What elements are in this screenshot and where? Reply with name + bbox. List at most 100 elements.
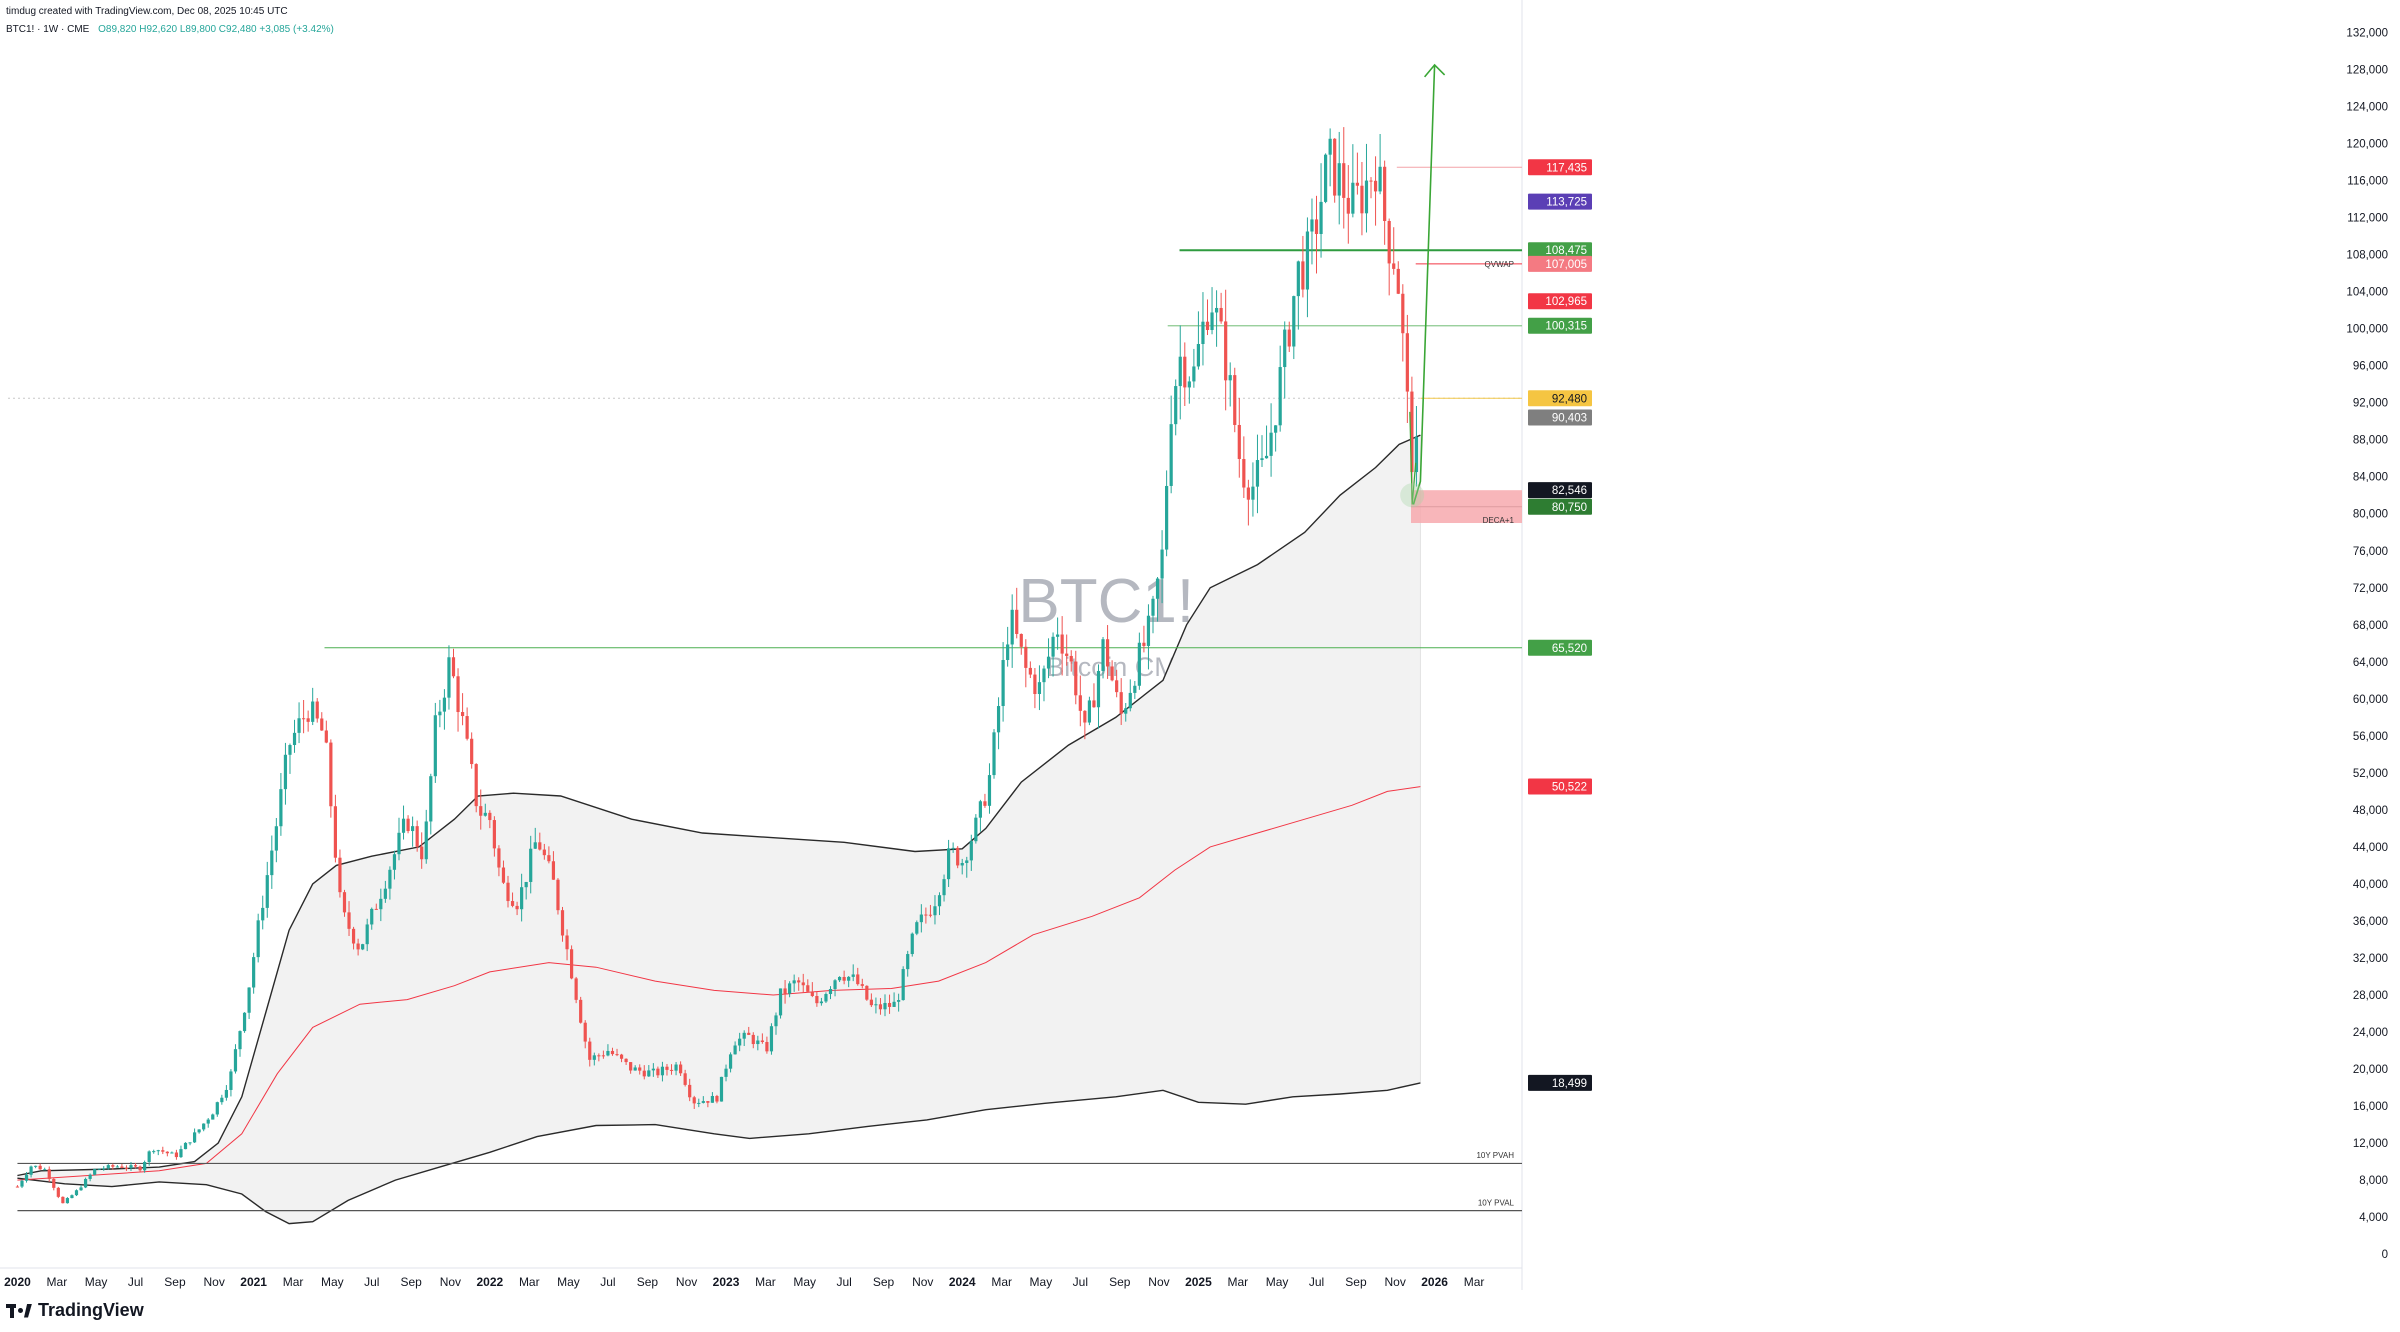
candle-body	[29, 1166, 33, 1175]
candle-body	[183, 1142, 188, 1150]
y-tick-label: 24,000	[2353, 1027, 2388, 1039]
candle-body	[515, 905, 519, 910]
candle-body	[610, 1050, 615, 1055]
x-tick-label: May	[1030, 1275, 1053, 1289]
candle-body	[1065, 653, 1069, 656]
price-axis-tag-text: 117,435	[1546, 162, 1587, 174]
candle-body	[438, 711, 442, 716]
candle-body	[106, 1165, 110, 1169]
candle-body	[601, 1055, 605, 1057]
y-tick-label: 36,000	[2353, 916, 2388, 928]
x-tick-label: May	[793, 1275, 816, 1289]
x-tick-label: Mar	[47, 1275, 68, 1289]
candle-body	[665, 1066, 669, 1070]
candle-body	[969, 841, 973, 861]
level-label: QVWAP	[1485, 260, 1514, 269]
candle-body	[311, 701, 315, 722]
tradingview-logo-text: TradingView	[38, 1300, 144, 1320]
candle-body	[1060, 634, 1064, 654]
x-tick-label: May	[557, 1275, 580, 1289]
x-tick-label: Mar	[1228, 1275, 1249, 1289]
candle-body	[533, 842, 537, 849]
candle-body	[138, 1166, 142, 1171]
y-tick-label: 40,000	[2353, 879, 2388, 891]
x-tick-label: 2024	[949, 1275, 976, 1289]
candle-body	[1369, 180, 1373, 182]
price-axis-tag-bg	[1528, 193, 1592, 210]
candle-body	[887, 1002, 892, 1007]
candle-body	[1392, 263, 1396, 269]
candle-body	[397, 832, 401, 855]
candle-body	[897, 1000, 901, 1002]
candle-body	[1119, 692, 1123, 714]
candle-body	[892, 1001, 896, 1007]
candle-body	[901, 969, 905, 1001]
candle-body	[597, 1055, 601, 1057]
candle-body	[306, 718, 310, 722]
candle-body	[1214, 307, 1219, 313]
y-tick-label: 0	[2382, 1249, 2388, 1261]
candle-body	[1187, 381, 1191, 388]
candle-body	[1201, 321, 1205, 345]
candle-body	[842, 976, 846, 981]
x-tick-label: Mar	[519, 1275, 540, 1289]
candle-body	[1305, 231, 1310, 290]
candle-body	[801, 982, 805, 986]
candle-body	[1342, 163, 1346, 198]
x-tick-label: Mar	[1464, 1275, 1485, 1289]
candle-body	[383, 888, 387, 899]
candle-body	[97, 1168, 101, 1170]
level-label: 10Y PVAH	[1476, 1151, 1514, 1160]
candle-body	[1224, 321, 1228, 381]
candle-body	[133, 1165, 138, 1167]
x-tick-label: Mar	[991, 1275, 1012, 1289]
candle-body	[1410, 391, 1414, 473]
candle-body	[361, 944, 365, 950]
candle-body	[170, 1152, 174, 1154]
candle-body	[1183, 356, 1187, 388]
candle-body	[370, 908, 374, 925]
candle-body	[819, 1001, 824, 1004]
candle-body	[851, 974, 855, 977]
candle-body	[1310, 219, 1314, 232]
y-tick-label: 92,000	[2353, 398, 2388, 410]
candle-body	[1319, 201, 1323, 235]
candle-body	[547, 855, 551, 862]
candle-body	[1228, 375, 1232, 381]
candle-body	[252, 957, 256, 988]
y-tick-label: 104,000	[2346, 287, 2388, 299]
candle-body	[351, 928, 356, 944]
candle-body	[1287, 329, 1291, 347]
candle-body	[329, 742, 333, 807]
candle-body	[1283, 329, 1287, 368]
candle-body	[824, 994, 828, 1002]
price-axis-tag-bg	[1528, 293, 1592, 310]
candle-body	[256, 920, 260, 958]
y-tick-label: 128,000	[2346, 65, 2388, 77]
candle-body	[756, 1040, 760, 1045]
x-tick-label: Nov	[1384, 1275, 1405, 1289]
candle-body	[783, 988, 787, 994]
candle-body	[937, 895, 942, 907]
candle-body	[1260, 458, 1264, 461]
candle-body	[624, 1058, 628, 1063]
candle-body	[283, 754, 288, 790]
x-tick-label: 2023	[713, 1275, 740, 1289]
candle-body	[579, 999, 583, 1023]
y-tick-label: 84,000	[2353, 472, 2388, 484]
candle-body	[156, 1150, 160, 1152]
candle-body	[1155, 578, 1160, 599]
candle-body	[1237, 424, 1241, 460]
candle-body	[102, 1168, 106, 1170]
candle-body	[733, 1045, 737, 1055]
candle-body	[883, 1002, 887, 1010]
tradingview-logo[interactable]: TradingView	[6, 1300, 144, 1321]
candle-body	[1019, 633, 1023, 647]
candle-body	[710, 1095, 715, 1103]
price-axis-tag: 90,403	[1528, 409, 1592, 426]
candle-body	[1269, 432, 1273, 456]
candle-body	[15, 1186, 20, 1188]
candle-body	[656, 1068, 660, 1076]
x-tick-label: 2025	[1185, 1275, 1212, 1289]
